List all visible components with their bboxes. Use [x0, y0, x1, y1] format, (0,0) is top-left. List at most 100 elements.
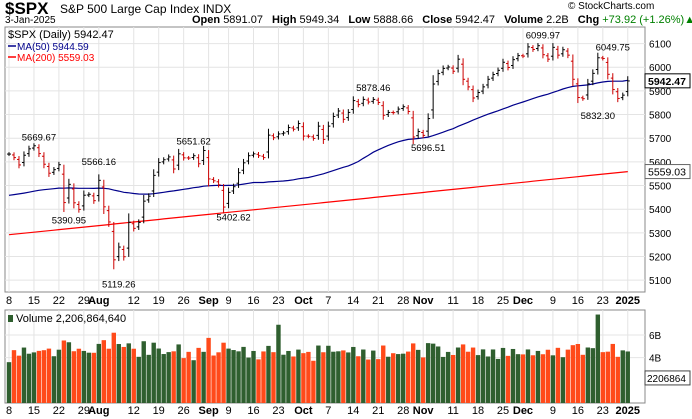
price-bar [166, 154, 171, 162]
volume-bar [251, 350, 256, 403]
volume-bar [151, 342, 156, 403]
volume-bar [415, 349, 421, 403]
price-bar [625, 76, 630, 97]
volume-bar [410, 343, 416, 403]
price-bar [605, 57, 610, 80]
volume-bar [261, 351, 266, 403]
volume-label: Volume [504, 14, 544, 26]
volume-bar [141, 341, 146, 403]
price-bar [51, 167, 56, 175]
last-price-badge [644, 164, 691, 180]
price-panel-frame [4, 26, 646, 293]
price-annotation: 5651.62 [176, 137, 210, 148]
volume-bar [470, 347, 476, 403]
symbol: $SPX [5, 0, 49, 18]
volume-bar [11, 350, 17, 403]
volume-bar [391, 353, 396, 403]
price-bar [351, 96, 356, 114]
volume-bar [425, 343, 431, 403]
price-bar [101, 179, 106, 215]
price-tick-label: 6100 [649, 40, 672, 51]
price-bar [451, 65, 456, 74]
time-tick-label: 22 [53, 295, 65, 307]
price-bar [466, 77, 471, 91]
volume-bar [31, 352, 37, 403]
volume-bar [460, 344, 466, 403]
price-bar [121, 245, 126, 261]
price-bar [515, 52, 520, 62]
volume-bar [6, 362, 12, 403]
price-bar [161, 157, 166, 165]
volume-bar [615, 356, 620, 403]
price-bar [81, 190, 86, 211]
time-tick-label: 15 [28, 405, 40, 417]
price-bar [301, 122, 306, 141]
time-tick-label: Oct [294, 295, 313, 307]
price-bar [71, 183, 76, 209]
price-bar [486, 75, 491, 89]
volume-bar [580, 354, 586, 403]
volume-bar [26, 353, 32, 403]
volume-bar [46, 348, 52, 403]
price-bar [555, 45, 560, 59]
time-tick-label: 2025 [616, 295, 640, 307]
volume-bar [465, 351, 471, 403]
last-volume-badge [644, 370, 691, 386]
price-bar [76, 201, 81, 213]
volume-bar [111, 332, 116, 403]
volume-bar [565, 349, 571, 403]
price-bar [246, 152, 251, 165]
volume-bar [236, 351, 241, 403]
price-annotation: 5878.46 [356, 83, 390, 94]
time-tick-label: Sep [199, 405, 219, 417]
price-bar [356, 98, 361, 108]
price-annotation: 5119.26 [102, 280, 136, 291]
price-bar [326, 121, 331, 141]
price-bar [565, 48, 570, 59]
up-arrow-icon: ▲ [684, 14, 692, 26]
price-bars [7, 43, 630, 270]
price-annotation: 5390.95 [52, 215, 86, 226]
volume-bar [381, 345, 386, 403]
price-bar [281, 130, 286, 136]
price-bar [406, 105, 411, 115]
time-tick-label: 16 [247, 405, 259, 417]
price-bar [136, 219, 141, 230]
volume-bar [81, 350, 87, 403]
time-tick-label: 26 [178, 295, 190, 307]
time-tick-label: 8 [6, 295, 12, 307]
volume-bar [216, 352, 221, 403]
volume-bar [406, 351, 411, 403]
price-bar [341, 109, 346, 123]
price-bar [131, 220, 136, 232]
ma50-line [8, 79, 628, 196]
price-bar [46, 162, 51, 177]
chart-header: $SPX S&P 500 Large Cap Index INDX 3-Jan-… [0, 0, 692, 26]
price-bar [431, 75, 436, 119]
volume-tick-label: 4B [649, 354, 662, 365]
price-bar [36, 144, 41, 158]
copyright: © StockCharts.com [568, 1, 655, 12]
volume-bar [475, 355, 481, 403]
time-tick-label: 11 [447, 295, 458, 307]
volume-bar [126, 343, 131, 403]
time-tick-label: 9 [550, 405, 556, 417]
time-tick-label: 28 [397, 405, 409, 417]
security-name-text: S&P 500 Large Cap Index [60, 2, 200, 16]
volume-bar [91, 352, 97, 403]
time-tick-label: 25 [497, 405, 509, 417]
volume-bar [171, 351, 176, 403]
volume-bar [326, 345, 331, 403]
price-bar [416, 128, 421, 139]
price-bar [401, 104, 406, 111]
time-tick-label: 22 [53, 405, 65, 417]
volume-bar [480, 349, 486, 403]
time-tick-label: 16 [247, 295, 259, 307]
volume-bar [420, 357, 426, 403]
price-bar [56, 161, 61, 172]
volume-bar [146, 354, 151, 403]
volume-bar [311, 360, 316, 403]
time-tick-label: 12 [128, 405, 140, 417]
price-bar [620, 92, 625, 101]
